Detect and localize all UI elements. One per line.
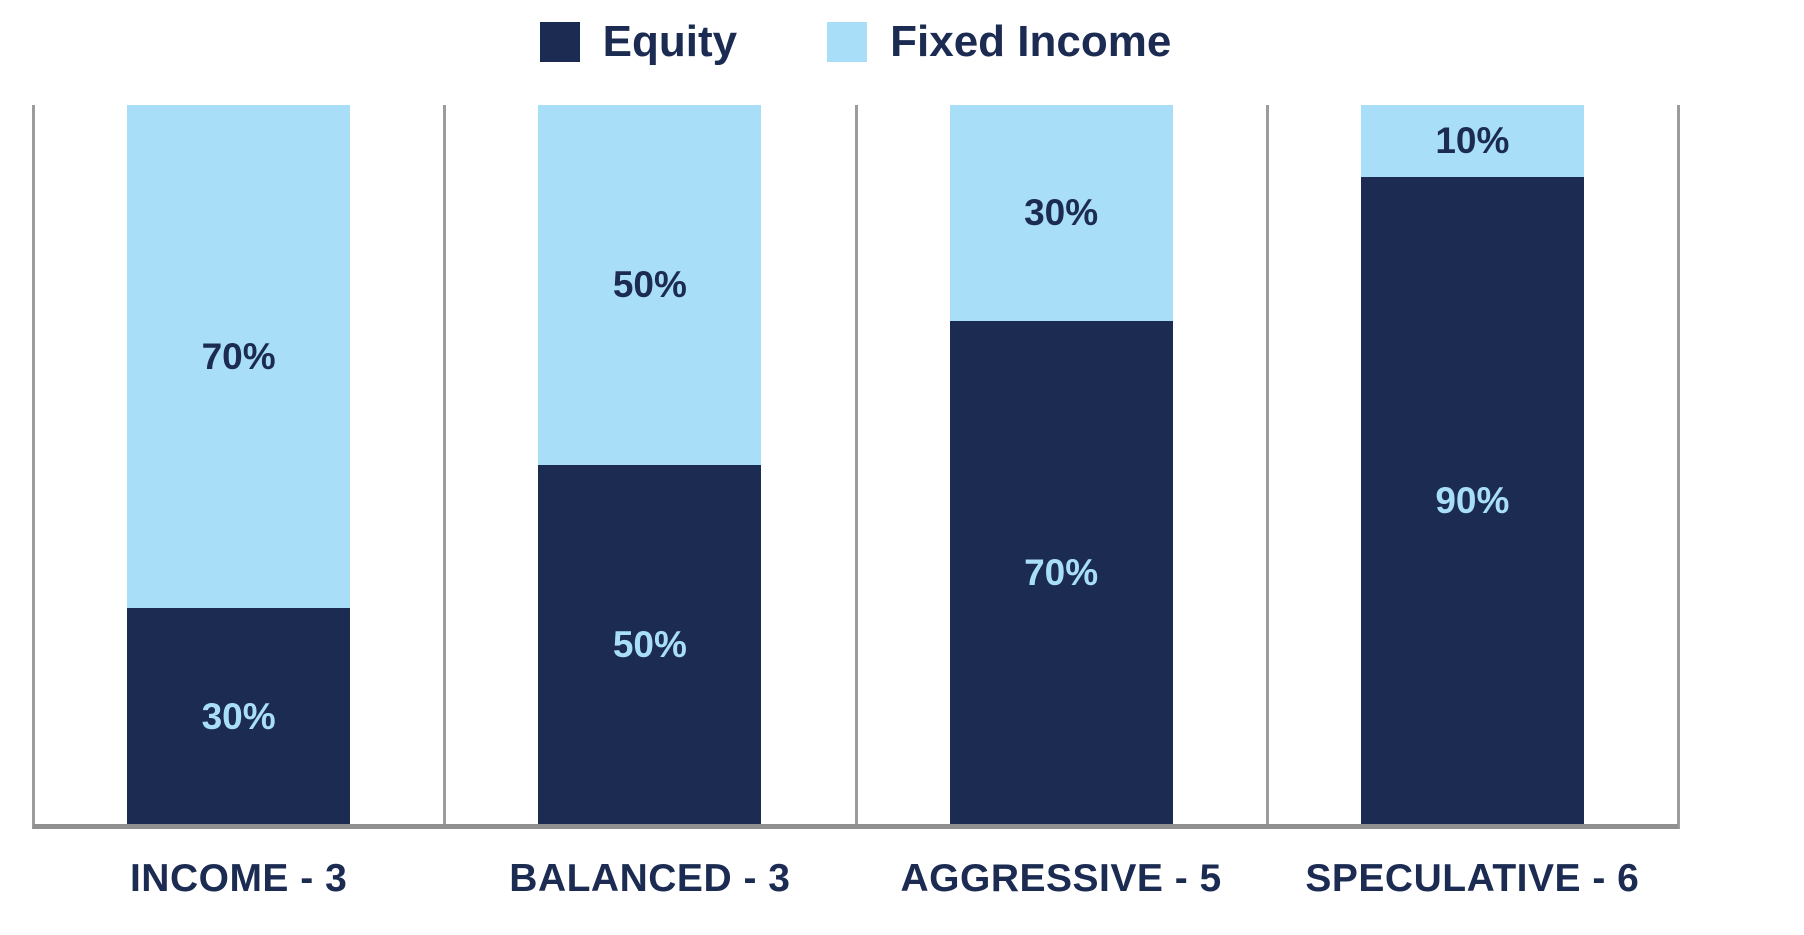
stacked-bar-balanced-3: 50% 50% [538, 105, 762, 824]
category-label-income-3: INCOME - 3 [129, 857, 348, 900]
segment-value-label: 70% [1024, 551, 1099, 593]
segment-value-label: 30% [201, 695, 276, 737]
category-label-speculative-6: SPECULATIVE - 6 [1305, 857, 1640, 900]
bar-segment-fixed-income: 50% [538, 105, 762, 465]
plot-area: 70% 30% 50% 50% 30% 70% 10% 90% [32, 105, 1680, 829]
equity-legend-swatch [539, 22, 580, 63]
category-axis-labels: INCOME - 3 BALANCED - 3 AGGRESSIVE - 5 SPEC… [33, 856, 1678, 903]
segment-value-label: 90% [1435, 479, 1510, 521]
section-divider-1 [443, 105, 447, 829]
chart-section-income-3: 70% 30% [33, 105, 444, 824]
chart-section-speculative-6: 10% 90% [1267, 105, 1678, 824]
bar-segment-equity: 90% [1360, 176, 1584, 824]
chart-section-aggressive-5: 30% 70% [856, 105, 1267, 824]
category-label-aggressive-5: AGGRESSIVE - 5 [900, 857, 1222, 900]
section-divider-2 [854, 105, 858, 829]
plot-border-right [1677, 105, 1680, 829]
legend-item-equity: Equity [539, 17, 738, 66]
segment-value-label: 10% [1435, 120, 1510, 162]
segment-value-label: 70% [201, 336, 276, 378]
stacked-bar-aggressive-5: 30% 70% [949, 105, 1173, 824]
segment-value-label: 50% [612, 264, 687, 306]
legend-label: Fixed Income [890, 17, 1172, 66]
bar-segment-equity: 30% [127, 608, 351, 824]
stacked-bar-income-3: 70% 30% [127, 105, 351, 824]
section-divider-3 [1265, 105, 1269, 829]
segment-value-label: 30% [1024, 192, 1099, 234]
bar-segment-equity: 70% [949, 320, 1173, 824]
stacked-bar-speculative-6: 10% 90% [1360, 105, 1584, 824]
bar-segment-equity: 50% [538, 464, 762, 824]
chart-legend: Equity Fixed Income [33, 17, 1678, 66]
x-axis-line [33, 824, 1678, 829]
bar-segment-fixed-income: 70% [127, 105, 351, 609]
bars-container: 70% 30% 50% 50% 30% 70% 10% 90% [33, 105, 1678, 824]
legend-label: Equity [602, 17, 738, 66]
bar-segment-fixed-income: 10% [1360, 105, 1584, 177]
y-axis-line [32, 105, 35, 829]
fixed-income-legend-swatch [827, 22, 868, 63]
segment-value-label: 50% [612, 623, 687, 665]
legend-item-fixed-income: Fixed Income [827, 17, 1172, 66]
category-label-balanced-3: BALANCED - 3 [509, 857, 791, 900]
bar-segment-fixed-income: 30% [949, 105, 1173, 321]
chart-section-balanced-3: 50% 50% [444, 105, 855, 824]
